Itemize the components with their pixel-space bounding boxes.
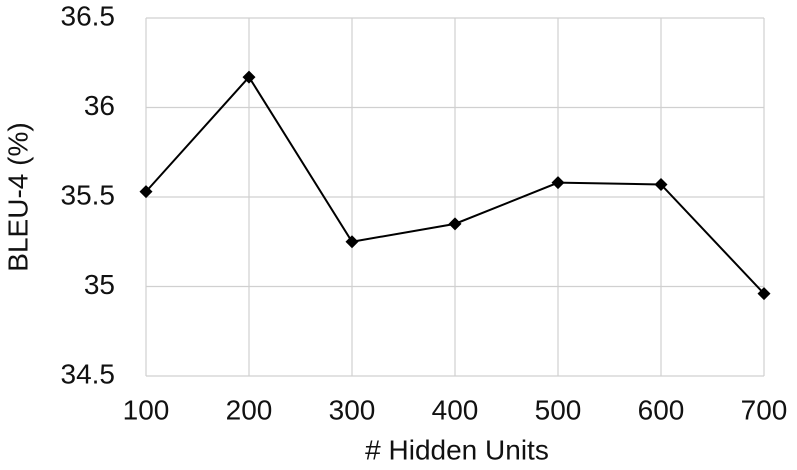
x-tick-label: 400 xyxy=(432,394,479,425)
data-point xyxy=(139,185,153,199)
data-point xyxy=(242,70,256,84)
y-tick-label: 35.5 xyxy=(61,179,116,210)
data-point xyxy=(654,177,668,191)
x-tick-label: 500 xyxy=(535,394,582,425)
x-tick-label: 200 xyxy=(226,394,273,425)
x-tick-label: 300 xyxy=(329,394,376,425)
x-tick-label: 600 xyxy=(638,394,685,425)
y-axis-title: BLEU-4 (%) xyxy=(2,122,33,271)
y-tick-label: 34.5 xyxy=(61,358,116,389)
data-point xyxy=(345,235,359,249)
data-point xyxy=(757,287,771,301)
x-tick-label: 700 xyxy=(741,394,788,425)
data-point xyxy=(448,217,462,231)
y-tick-label: 36 xyxy=(84,90,115,121)
y-tick-label: 36.5 xyxy=(61,0,116,31)
x-tick-label: 100 xyxy=(123,394,170,425)
x-axis-title: # Hidden Units xyxy=(365,434,549,465)
y-tick-label: 35 xyxy=(84,269,115,300)
data-point xyxy=(551,176,565,190)
